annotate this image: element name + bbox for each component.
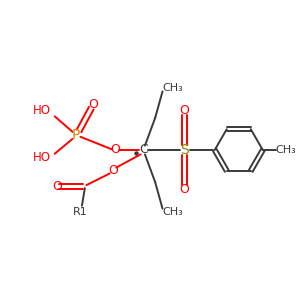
Text: CH₃: CH₃ (275, 145, 296, 155)
Text: O: O (89, 98, 99, 111)
Text: O: O (180, 183, 190, 196)
Text: R1: R1 (73, 207, 88, 217)
Text: P: P (72, 128, 80, 142)
Text: O: O (52, 180, 62, 193)
Text: O: O (180, 104, 190, 117)
Text: HO: HO (33, 151, 51, 164)
Text: CH₃: CH₃ (162, 207, 183, 217)
Text: HO: HO (33, 104, 51, 117)
Text: O: O (108, 164, 118, 177)
Text: S: S (180, 143, 189, 157)
Text: O: O (111, 143, 121, 157)
Text: CH₃: CH₃ (162, 83, 183, 93)
Text: C: C (139, 143, 148, 157)
